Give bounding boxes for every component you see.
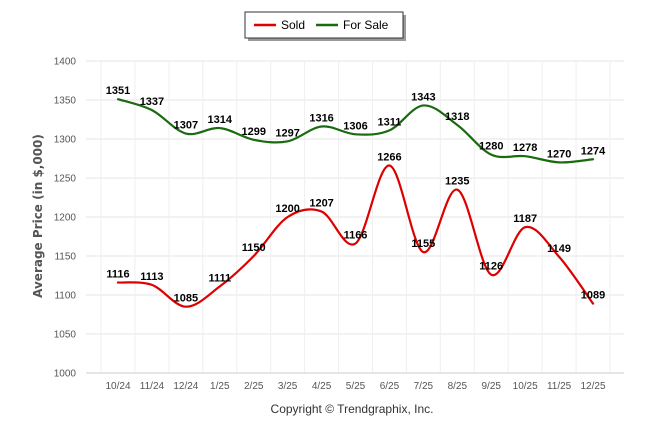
data-label-for-sale: 1316: [309, 113, 333, 125]
data-label-for-sale: 1337: [140, 96, 164, 108]
series-line-sold: [116, 164, 595, 308]
data-label-for-sale: 1314: [208, 114, 233, 126]
y-tick-label: 1250: [54, 174, 77, 185]
data-label-for-sale: 1307: [174, 120, 198, 132]
data-label-for-sale: 1299: [241, 126, 265, 138]
data-label-sold: 1116: [106, 269, 129, 281]
copyright-credit: Copyright © Trendgraphix, Inc.: [271, 402, 434, 416]
x-tick-label: 5/25: [346, 381, 366, 392]
x-tick-label: 10/25: [513, 381, 538, 392]
data-label-for-sale: 1311: [378, 116, 402, 128]
data-label-sold: 1207: [309, 198, 333, 210]
data-label-sold: 1235: [445, 176, 469, 188]
data-label-sold: 1111: [208, 272, 231, 284]
x-tick-label: 2/25: [244, 381, 264, 392]
y-tick-label: 1150: [54, 252, 76, 263]
x-tick-label: 7/25: [414, 381, 434, 392]
x-tick-label: 9/25: [481, 381, 501, 392]
y-tick-label: 1200: [54, 213, 77, 224]
data-label-sold: 1085: [174, 293, 198, 305]
data-label-sold: 1166: [344, 230, 368, 242]
data-label-for-sale: 1280: [479, 141, 503, 153]
data-label-sold: 1126: [479, 261, 503, 273]
y-tick-label: 1400: [54, 57, 77, 68]
data-label-sold: 1113: [140, 271, 163, 283]
data-label-sold: 1266: [377, 152, 401, 164]
data-label-for-sale: 1278: [513, 142, 537, 154]
axes: 1000 1050 1100 1150 1200 1250 1300 1350 1400 10/2…: [54, 57, 624, 392]
y-tick-label: 1300: [54, 135, 77, 146]
data-label-for-sale: 1351: [106, 85, 130, 97]
x-tick-label: 12/24: [173, 381, 198, 392]
data-label-sold: 1200: [275, 203, 299, 215]
y-axis-label: Average Price (in $,000): [31, 134, 45, 298]
legend-label-for-sale: For Sale: [343, 18, 389, 32]
data-labels: 1116 1113 1085 1111 1150 1200 1207 1166 1266 1155…: [106, 85, 606, 304]
data-label-sold: 1155: [411, 238, 435, 250]
x-tick-label: 11/24: [140, 381, 165, 392]
x-tick-label: 10/24: [105, 381, 130, 392]
x-tick-label: 12/25: [581, 381, 606, 392]
data-label-for-sale: 1274: [581, 145, 606, 157]
series-lines: [116, 98, 595, 308]
data-label-for-sale: 1270: [547, 148, 571, 160]
x-tick-label: 4/25: [312, 381, 332, 392]
data-label-for-sale: 1297: [275, 127, 299, 139]
gridlines: [86, 60, 624, 374]
legend-label-sold: Sold: [281, 18, 305, 32]
x-tick-label: 1/25: [210, 381, 230, 392]
data-label-sold: 1187: [513, 213, 537, 225]
y-tick-label: 1050: [54, 330, 77, 341]
x-tick-label: 8/25: [448, 381, 468, 392]
x-tick-label: 11/25: [547, 381, 572, 392]
y-tick-label: 1100: [54, 291, 76, 302]
data-label-for-sale: 1318: [445, 111, 469, 123]
x-tick-label: 3/25: [278, 381, 298, 392]
data-label-for-sale: 1343: [411, 91, 435, 103]
data-label-sold: 1150: [242, 242, 266, 254]
x-tick-label: 6/25: [380, 381, 400, 392]
data-label-for-sale: 1306: [343, 120, 367, 132]
series-line-for-sale: [116, 98, 595, 164]
y-tick-label: 1000: [54, 369, 77, 380]
y-tick-label: 1350: [54, 96, 77, 107]
data-label-sold: 1149: [547, 243, 571, 255]
legend: Sold For Sale: [244, 11, 406, 41]
data-label-sold: 1089: [581, 290, 605, 302]
